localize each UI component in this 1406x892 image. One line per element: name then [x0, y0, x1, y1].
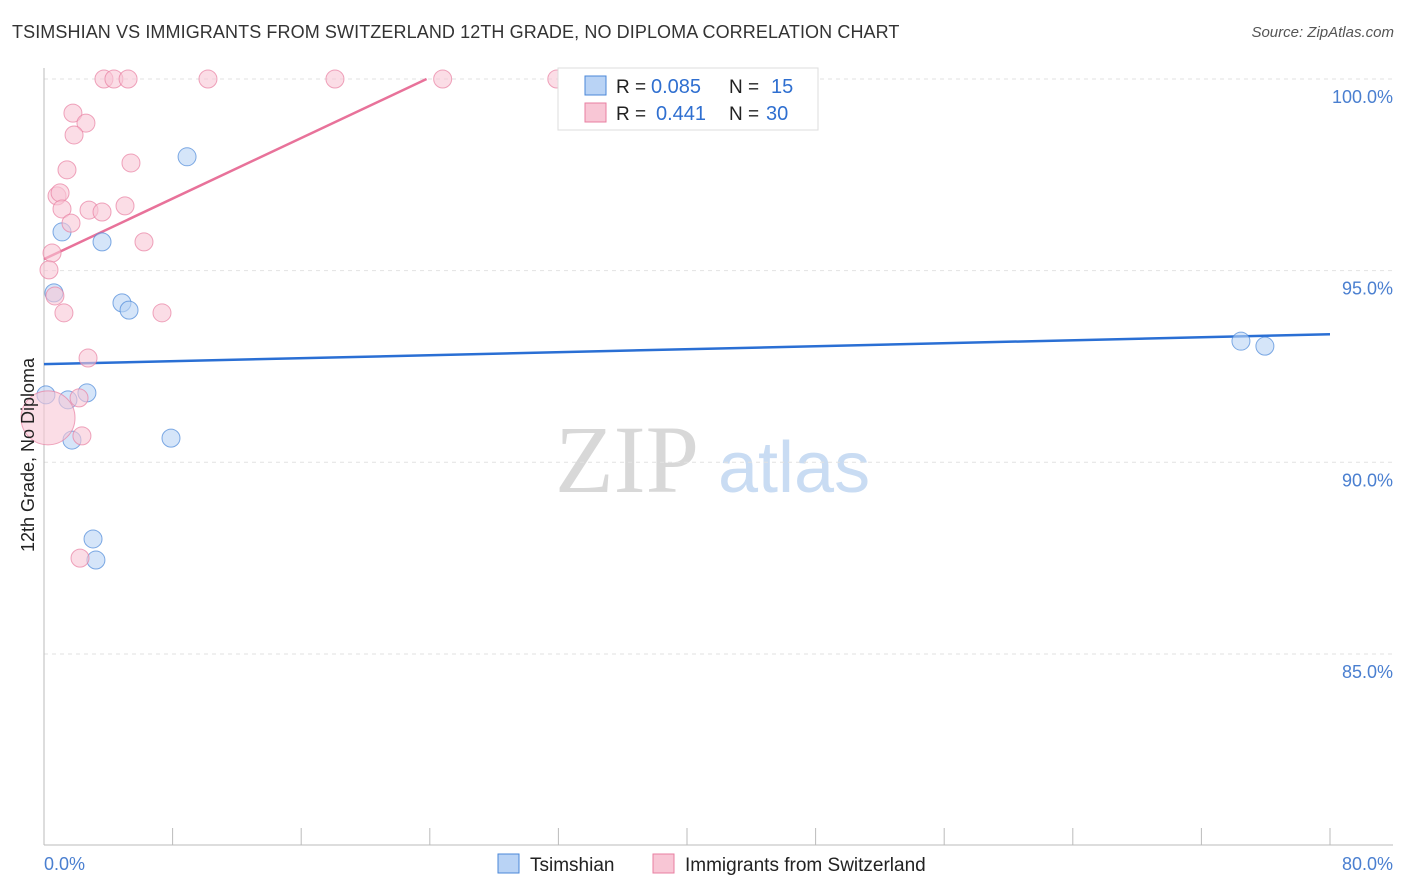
switzerland-point [92, 202, 112, 222]
y-tick-label: 85.0% [1342, 662, 1393, 682]
chart-title: TSIMSHIAN VS IMMIGRANTS FROM SWITZERLAND… [12, 22, 900, 42]
switzerland-point [64, 125, 84, 145]
tsimshian-point [177, 147, 197, 167]
series-legend: Tsimshian Immigrants from Switzerland [497, 853, 926, 876]
switzerland-point [78, 348, 98, 368]
r-value-tsimshian: 0.085 [651, 76, 701, 98]
switzerland-point [70, 548, 90, 568]
tsimshian-point [1231, 331, 1251, 351]
switzerland-point [20, 390, 76, 446]
switzerland-point [52, 199, 72, 219]
legend-swatch-tsimshian [584, 75, 607, 96]
switzerland-point [50, 183, 70, 203]
legend-label-switzerland: Immigrants from Switzerland [685, 855, 926, 876]
tsimshian-trend-line [43, 333, 1331, 366]
legend-swatch-switzerland [584, 102, 607, 123]
switzerland-point [42, 243, 62, 263]
legend-label-tsimshian: Tsimshian [530, 855, 614, 876]
switzerland-point [198, 69, 218, 89]
tsimshian-point [1255, 336, 1275, 356]
n-label: N = [729, 77, 759, 98]
switzerland-point [39, 260, 59, 280]
switzerland-point [72, 426, 92, 446]
n-label: N = [729, 104, 759, 125]
switzerland-point [69, 388, 89, 408]
tsimshian-point [83, 529, 103, 549]
tsimshian-point [92, 232, 112, 252]
y-tick-label: 95.0% [1342, 279, 1393, 299]
switzerland-point [433, 69, 453, 89]
watermark-atlas: atlas [718, 428, 870, 508]
r-label: R = [616, 104, 646, 125]
switzerland-point [61, 213, 81, 233]
tsimshian-point [119, 300, 139, 320]
source-label: Source: ZipAtlas.com [1251, 24, 1394, 41]
legend-swatch-tsimshian [497, 853, 520, 874]
switzerland-point [54, 303, 74, 323]
switzerland-point [115, 196, 135, 216]
switzerland-point [45, 286, 65, 306]
stats-legend: R = 0.085 N = 15 R = 0.441 N = 30 [557, 67, 819, 131]
watermark: ZIP [555, 406, 699, 513]
n-value-tsimshian: 15 [771, 76, 793, 98]
x-tick-label: 0.0% [44, 854, 85, 874]
y-axis-label: 12th Grade, No Diploma [18, 357, 38, 552]
switzerland-trend-line [43, 77, 428, 261]
tsimshian-point [161, 428, 181, 448]
r-value-switzerland: 0.441 [656, 103, 706, 125]
switzerland-point [152, 303, 172, 323]
switzerland-point [57, 160, 77, 180]
r-label: R = [616, 77, 646, 98]
switzerland-point [76, 113, 96, 133]
y-tick-label: 90.0% [1342, 470, 1393, 490]
y-tick-label: 100.0% [1332, 87, 1393, 107]
legend-swatch-switzerland [652, 853, 675, 874]
x-tick-label: 80.0% [1342, 854, 1393, 874]
switzerland-point [325, 69, 345, 89]
tsimshian-point [86, 550, 106, 570]
switzerland-point [118, 69, 138, 89]
switzerland-point [121, 153, 141, 173]
switzerland-point [63, 103, 83, 123]
switzerland-point [134, 232, 154, 252]
n-value-switzerland: 30 [766, 103, 788, 125]
